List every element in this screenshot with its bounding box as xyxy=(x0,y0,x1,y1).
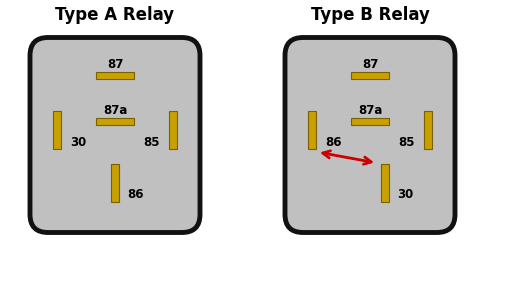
Text: 85: 85 xyxy=(398,135,414,149)
Text: 87: 87 xyxy=(361,57,378,71)
Text: 30: 30 xyxy=(70,135,86,149)
Bar xyxy=(380,164,388,202)
Text: 87a: 87a xyxy=(357,103,381,117)
FancyBboxPatch shape xyxy=(30,38,200,233)
Text: 86: 86 xyxy=(127,188,143,202)
FancyBboxPatch shape xyxy=(285,38,454,233)
Bar xyxy=(96,117,134,125)
Text: 85: 85 xyxy=(143,135,160,149)
Bar xyxy=(111,164,119,202)
Bar xyxy=(168,111,177,149)
Text: 87a: 87a xyxy=(103,103,127,117)
Text: Type A Relay: Type A Relay xyxy=(55,6,174,24)
Text: 30: 30 xyxy=(396,188,412,202)
Text: 86: 86 xyxy=(324,135,341,149)
Bar xyxy=(96,71,134,79)
Bar xyxy=(350,117,388,125)
Bar xyxy=(307,111,316,149)
Bar xyxy=(423,111,431,149)
Text: 87: 87 xyxy=(106,57,123,71)
Bar xyxy=(350,71,388,79)
Text: Type B Relay: Type B Relay xyxy=(310,6,429,24)
Bar xyxy=(53,111,61,149)
